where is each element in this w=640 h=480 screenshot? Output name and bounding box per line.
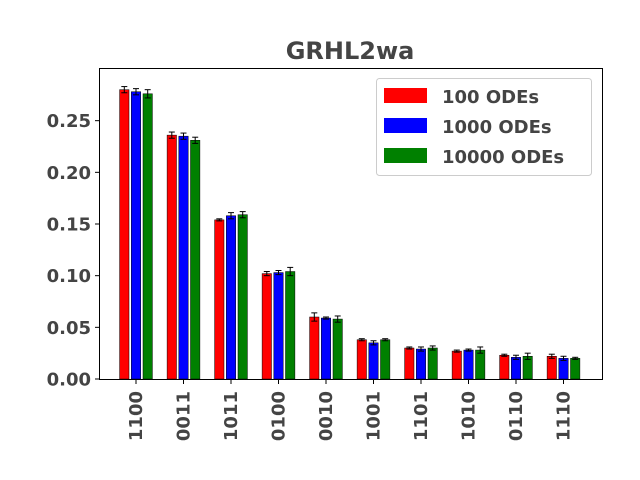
bar [368,342,379,380]
bar [475,349,486,380]
legend: 100 ODEs 1000 ODEs 10000 ODEs [376,78,592,176]
error-bar [263,271,270,277]
x-tick-label: 1001 [364,391,385,441]
x-tick-label: 1110 [554,391,575,441]
bar [273,272,284,380]
error-bar [501,353,508,357]
chart-axes: 1100 0011 1011 0100 0010 1001 1101 1010 0110 1110… [47,111,575,441]
error-bar [216,218,223,222]
bar [261,273,272,380]
x-tick-label: 1011 [221,391,242,441]
error-bar [477,346,484,354]
error-bar [513,354,519,360]
error-bar [168,131,175,139]
bar [131,91,141,380]
bar [226,215,236,380]
error-bar [287,266,294,277]
bar [119,89,130,380]
x-tick-label: 0110 [506,391,527,441]
legend-box [376,78,592,176]
x-tick-label: 0100 [269,391,290,441]
error-bar [429,345,436,351]
bar [463,349,474,380]
bar [546,356,557,380]
bar [190,140,201,380]
error-bar [275,270,282,276]
legend-label: 100 ODEs [442,87,539,108]
x-tick-label: 1101 [411,391,432,441]
error-bar [334,315,341,323]
y-tick-label: 0.15 [47,215,91,236]
bar [404,347,415,380]
bar [142,93,153,380]
y-tick-label: 0.05 [47,318,91,339]
bar [237,214,248,380]
error-bar [180,132,187,140]
error-bar [370,340,377,346]
error-bar [418,346,424,352]
error-bar [358,338,365,342]
x-tick-label: 0011 [174,391,195,441]
chart-marks [119,86,581,380]
error-bar [323,316,329,320]
error-bar [228,212,234,220]
error-bar [382,338,389,342]
bar [309,316,320,380]
x-tick-label: 1010 [459,391,480,441]
bar [558,358,569,380]
error-bar [121,86,128,94]
legend-label: 10000 ODEs [442,147,564,168]
bar [321,317,331,380]
x-tick-label: 1100 [126,391,147,441]
legend-swatch [384,118,427,133]
chart-title: GRHL2wa [286,37,415,65]
error-bar [239,211,246,219]
bar [380,339,391,380]
y-tick-label: 0.10 [47,266,91,287]
error-bar [548,353,555,359]
x-tick-label: 0010 [316,391,337,441]
y-tick-label: 0.25 [47,111,91,132]
error-bar [406,346,413,350]
error-bar [572,356,579,360]
error-bar [560,355,567,361]
bar [166,134,177,380]
legend-swatch [384,148,427,163]
legend-label: 1000 ODEs [442,117,552,138]
error-bar [465,348,472,352]
error-bar [133,88,139,96]
error-bar [144,89,151,99]
legend-swatch [384,88,427,103]
y-tick-label: 0.00 [47,370,91,391]
error-bar [453,349,460,353]
bar [451,350,462,380]
error-bar [524,352,531,360]
bar [511,357,521,380]
error-bar [192,136,199,144]
y-tick-label: 0.20 [47,163,91,184]
bar [214,219,225,380]
bar [285,271,296,380]
bar [356,339,367,380]
bar [499,354,510,380]
error-bar [311,312,318,322]
bar [416,348,426,380]
bar [427,347,438,380]
bar [570,358,581,380]
bar [178,135,189,380]
bar [332,318,343,380]
